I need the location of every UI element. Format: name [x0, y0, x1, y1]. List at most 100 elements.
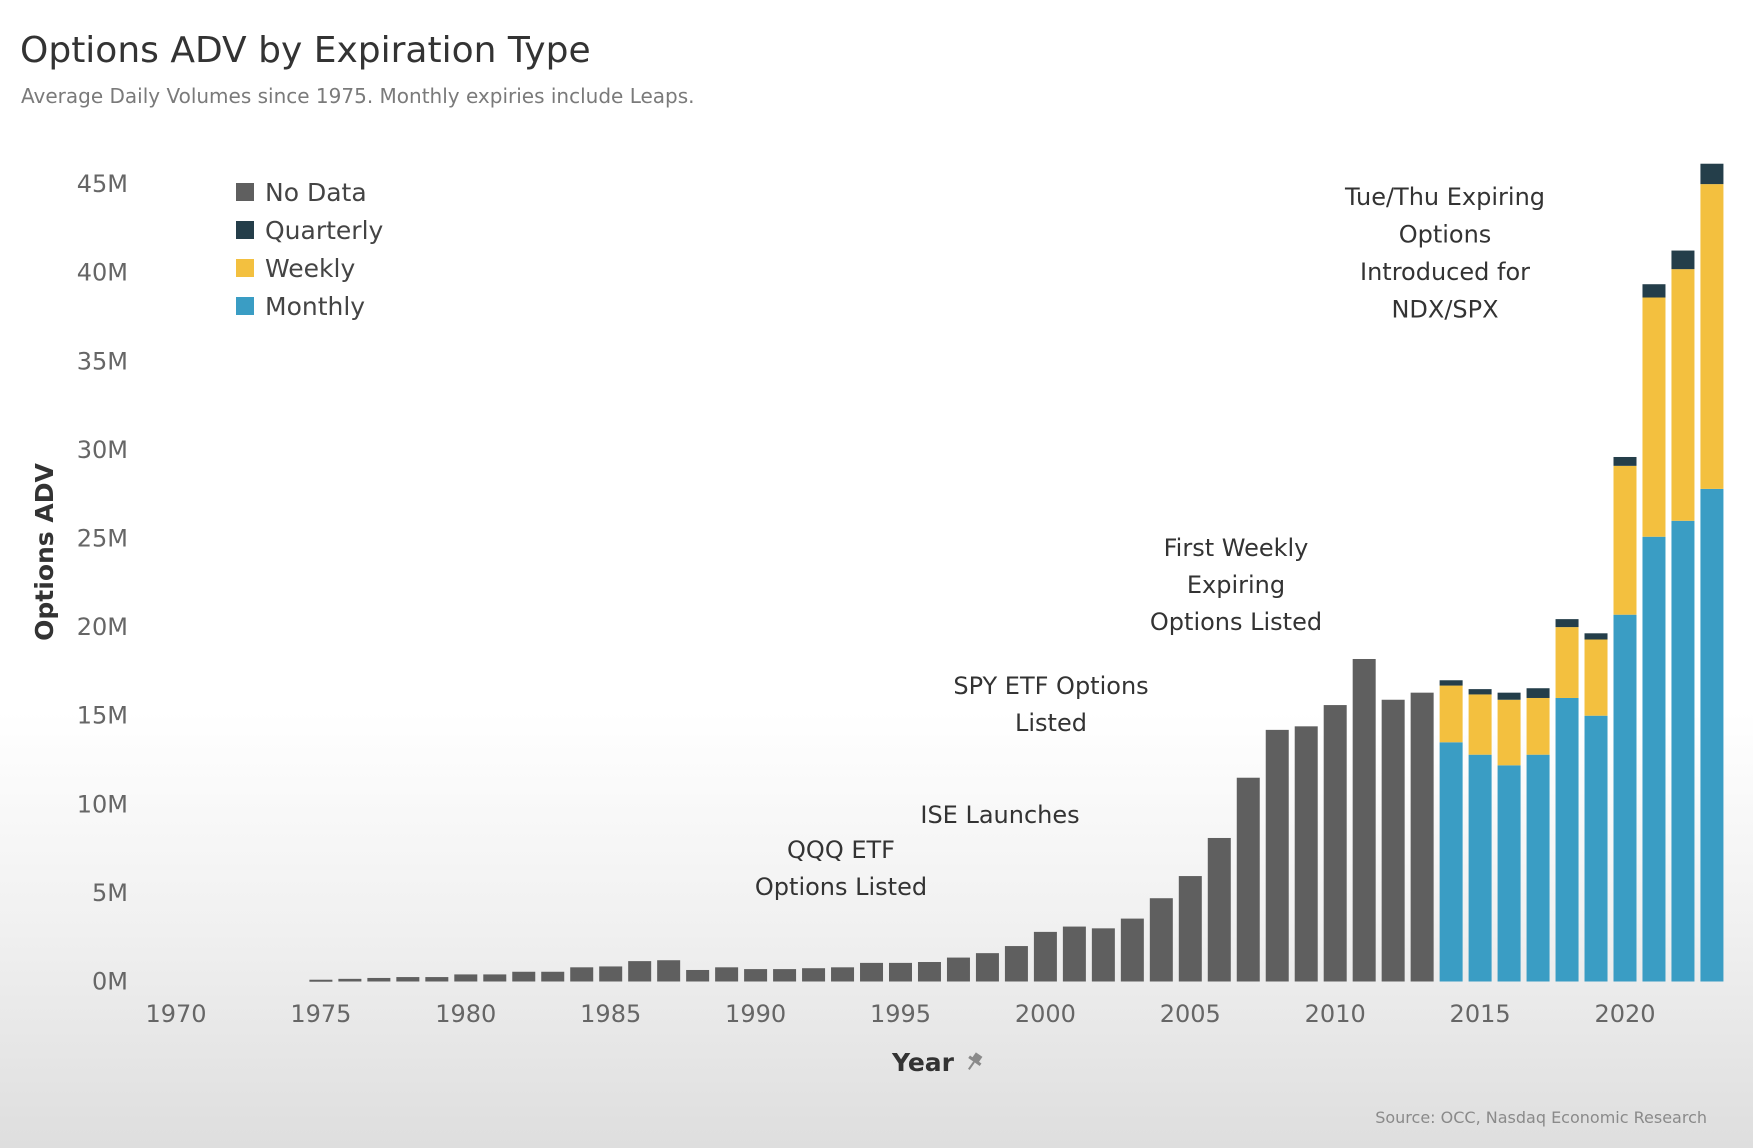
bar-no-data-1983[interactable] — [541, 971, 565, 982]
annotation-line: Expiring — [1187, 571, 1285, 599]
bar-monthly-2017[interactable] — [1526, 754, 1550, 982]
bar-weekly-2020[interactable] — [1613, 465, 1637, 615]
annotation-line: Options Listed — [1150, 608, 1322, 636]
bar-no-data-1990[interactable] — [744, 969, 768, 982]
bar-no-data-1981[interactable] — [483, 974, 507, 982]
x-axis: 1970 1975 1980 1985 1990 1995 2000 2005 2010 2015… — [145, 1000, 1655, 1028]
legend-label: Quarterly — [265, 216, 384, 245]
bar-monthly-2023[interactable] — [1700, 488, 1724, 982]
bar-no-data-2011[interactable] — [1352, 658, 1376, 982]
x-tick-label: 2010 — [1305, 1000, 1366, 1028]
bar-no-data-2010[interactable] — [1323, 705, 1347, 982]
bar-quarterly-2016[interactable] — [1497, 692, 1521, 700]
bar-no-data-1998[interactable] — [975, 953, 999, 982]
annotations: QQQ ETF Options Listed ISE Launches SPY ETF… — [755, 183, 1545, 901]
bar-no-data-2007[interactable] — [1236, 777, 1260, 982]
pin-icon[interactable] — [963, 1051, 985, 1074]
bar-monthly-2018[interactable] — [1555, 697, 1579, 982]
bar-no-data-1982[interactable] — [512, 971, 536, 982]
x-tick-label: 2020 — [1594, 1000, 1655, 1028]
x-tick-label: 1975 — [290, 1000, 351, 1028]
bar-weekly-2015[interactable] — [1468, 694, 1492, 755]
bar-no-data-1994[interactable] — [860, 962, 884, 982]
bar-no-data-2003[interactable] — [1120, 918, 1144, 982]
bar-no-data-2006[interactable] — [1207, 837, 1231, 982]
y-tick-label: 35M — [77, 347, 128, 375]
legend-label: Weekly — [265, 254, 355, 283]
bar-weekly-2014[interactable] — [1439, 685, 1463, 743]
bar-no-data-1978[interactable] — [396, 977, 420, 982]
annotation-line: Options Listed — [755, 873, 927, 901]
annotation-line: QQQ ETF — [787, 836, 895, 864]
chart-title: Options ADV by Expiration Type — [20, 30, 591, 71]
bar-quarterly-2022[interactable] — [1671, 250, 1695, 270]
bar-quarterly-2023[interactable] — [1700, 163, 1724, 185]
bar-no-data-2009[interactable] — [1294, 726, 1318, 982]
bar-no-data-2001[interactable] — [1062, 926, 1086, 982]
bar-no-data-1996[interactable] — [917, 962, 941, 982]
bar-quarterly-2014[interactable] — [1439, 680, 1463, 686]
bar-no-data-2004[interactable] — [1149, 898, 1173, 982]
bar-monthly-2019[interactable] — [1584, 715, 1608, 982]
bar-no-data-1989[interactable] — [715, 967, 739, 982]
bar-no-data-1995[interactable] — [889, 962, 912, 982]
bar-weekly-2017[interactable] — [1526, 697, 1550, 755]
bar-monthly-2016[interactable] — [1497, 765, 1521, 982]
y-tick-label: 30M — [77, 436, 128, 464]
bar-weekly-2023[interactable] — [1700, 184, 1724, 489]
bar-no-data-1987[interactable] — [657, 960, 681, 982]
bar-no-data-2012[interactable] — [1381, 699, 1405, 982]
bar-quarterly-2021[interactable] — [1642, 284, 1666, 298]
bar-no-data-1975[interactable] — [309, 979, 333, 982]
bar-no-data-1980[interactable] — [454, 974, 478, 982]
bar-no-data-1985[interactable] — [599, 966, 623, 982]
bar-no-data-2002[interactable] — [1091, 928, 1115, 982]
bar-quarterly-2019[interactable] — [1584, 633, 1608, 640]
bar-quarterly-2017[interactable] — [1526, 688, 1550, 698]
bar-no-data-1993[interactable] — [831, 967, 855, 982]
bar-no-data-1976[interactable] — [338, 978, 362, 982]
legend-swatch-no-data — [236, 183, 254, 201]
bar-no-data-2013[interactable] — [1410, 692, 1434, 982]
bar-no-data-1988[interactable] — [686, 969, 710, 982]
bar-no-data-2005[interactable] — [1178, 876, 1202, 982]
bar-weekly-2019[interactable] — [1584, 639, 1608, 716]
bar-no-data-1979[interactable] — [425, 977, 449, 982]
annotation-line: Listed — [1015, 709, 1087, 737]
bar-quarterly-2018[interactable] — [1555, 619, 1579, 628]
bar-quarterly-2015[interactable] — [1468, 689, 1492, 695]
bar-no-data-2000[interactable] — [1033, 931, 1057, 982]
bar-no-data-1992[interactable] — [802, 968, 826, 982]
legend-swatch-quarterly — [236, 221, 254, 239]
y-axis-title: Options ADV — [30, 463, 59, 641]
x-tick-label: 1985 — [580, 1000, 641, 1028]
bar-no-data-2008[interactable] — [1265, 729, 1289, 982]
x-tick-label: 1990 — [725, 1000, 786, 1028]
bar-weekly-2022[interactable] — [1671, 269, 1695, 521]
y-tick-label: 25M — [77, 525, 128, 553]
bar-weekly-2016[interactable] — [1497, 699, 1521, 766]
bar-monthly-2015[interactable] — [1468, 754, 1492, 982]
x-tick-label: 1980 — [435, 1000, 496, 1028]
bar-no-data-1984[interactable] — [570, 967, 594, 982]
legend-label: Monthly — [265, 292, 365, 321]
bar-no-data-1977[interactable] — [367, 977, 391, 982]
bar-weekly-2021[interactable] — [1642, 297, 1666, 537]
bar-no-data-1997[interactable] — [946, 957, 970, 982]
bar-no-data-1999[interactable] — [1004, 946, 1028, 982]
bar-no-data-1986[interactable] — [628, 961, 652, 982]
annotation-line: NDX/SPX — [1391, 296, 1498, 324]
annotation-line: Tue/Thu Expiring — [1344, 183, 1545, 211]
annotation-line: SPY ETF Options — [953, 672, 1148, 700]
bar-monthly-2020[interactable] — [1613, 614, 1637, 982]
bar-monthly-2022[interactable] — [1671, 520, 1695, 982]
annotation-line: Options — [1399, 221, 1492, 249]
bar-quarterly-2020[interactable] — [1613, 456, 1637, 466]
x-tick-label: 1970 — [145, 1000, 206, 1028]
bar-monthly-2021[interactable] — [1642, 536, 1666, 982]
bar-monthly-2014[interactable] — [1439, 742, 1463, 982]
bar-no-data-1991[interactable] — [773, 969, 797, 982]
bar-weekly-2018[interactable] — [1555, 627, 1579, 698]
x-tick-label: 2005 — [1160, 1000, 1221, 1028]
x-axis-title[interactable]: Year — [891, 1048, 955, 1077]
